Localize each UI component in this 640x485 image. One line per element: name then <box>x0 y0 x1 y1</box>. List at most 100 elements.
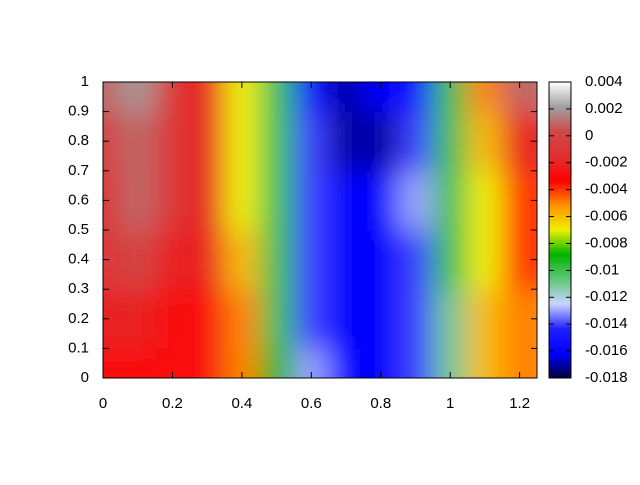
colorbar-tick-label: -0.016 <box>585 342 628 359</box>
heatmap-cell <box>120 82 156 113</box>
heatmap-cell <box>328 111 364 172</box>
y-tick-label: 0 <box>81 369 89 386</box>
heatmap-cell <box>224 348 260 378</box>
heatmap-cell <box>103 289 121 349</box>
y-tick-label: 0.5 <box>68 221 89 238</box>
y-tick-label: 0.8 <box>68 132 89 149</box>
heatmap-cell <box>293 170 330 231</box>
heatmap-cell <box>103 111 121 172</box>
heatmap-cell <box>189 289 226 349</box>
heatmap-cell <box>432 82 469 113</box>
heatmap-cell <box>259 111 295 172</box>
y-tick-label: 0.4 <box>68 251 89 268</box>
y-tick-label: 1 <box>81 73 89 90</box>
heatmap-cell <box>155 170 191 231</box>
heatmap-cell <box>432 230 469 290</box>
heatmap-cell <box>103 348 121 378</box>
heatmap-cell <box>224 111 260 172</box>
heatmap-cell <box>120 289 156 349</box>
heatmap-cell <box>328 289 364 349</box>
heatmap-cell <box>103 82 121 113</box>
heatmap-cell <box>467 289 503 349</box>
x-tick-label: 0.4 <box>231 395 252 412</box>
heatmap-cell <box>328 348 364 378</box>
heatmap-cell <box>120 111 156 172</box>
heatmap-cell <box>189 82 226 113</box>
y-tick-label: 0.3 <box>68 280 89 297</box>
heatmap-cell <box>155 289 191 349</box>
heatmap-cell <box>398 111 434 172</box>
heatmap-cell <box>224 289 260 349</box>
heatmap-cell <box>259 170 295 231</box>
heatmap-cell <box>189 111 226 172</box>
colorbar-tick-label: -0.012 <box>585 288 628 305</box>
heatmap-cell <box>467 82 503 113</box>
heatmap-cell <box>120 348 156 378</box>
heatmap-cell <box>398 170 434 231</box>
heatmap-cell <box>398 348 434 378</box>
x-tick-label: 1.2 <box>509 395 530 412</box>
heatmap-cell <box>259 82 295 113</box>
heatmap-cell <box>293 348 330 378</box>
heatmap-cell <box>363 111 399 172</box>
colorbar-tick-label: -0.014 <box>585 315 628 332</box>
heatmap-cell <box>398 230 434 290</box>
heatmap-cell <box>224 82 260 113</box>
x-tick-label: 0.2 <box>162 395 183 412</box>
y-tick-label: 0.6 <box>68 191 89 208</box>
y-tick-label: 0.9 <box>68 103 89 120</box>
heatmap-cell <box>293 82 330 113</box>
y-tick-label: 0.2 <box>68 310 89 327</box>
heatmap-cell <box>363 289 399 349</box>
heatmap-cell <box>467 230 503 290</box>
heatmap-cell <box>189 348 226 378</box>
colorbar-tick-label: -0.006 <box>585 208 628 225</box>
heatmap-cell <box>328 230 364 290</box>
heatmap-cell <box>398 289 434 349</box>
heatmap <box>103 82 537 378</box>
heatmap-cell <box>293 289 330 349</box>
heatmap-cell <box>259 289 295 349</box>
heatmap-cell <box>259 348 295 378</box>
x-tick-label: 0 <box>99 395 107 412</box>
colorbar-tick-label: 0.002 <box>585 100 623 117</box>
heatmap-cell <box>398 82 434 113</box>
heatmap-cell <box>224 230 260 290</box>
heatmap-cell <box>259 230 295 290</box>
x-tick-label: 1 <box>446 395 454 412</box>
heatmap-cell <box>189 170 226 231</box>
heatmap-cell <box>363 82 399 113</box>
y-tick-label: 0.1 <box>68 339 89 356</box>
heatmap-cell <box>293 230 330 290</box>
x-tick-label: 0.6 <box>301 395 322 412</box>
heatmap-cell <box>328 170 364 231</box>
colorbar <box>548 81 572 379</box>
heatmap-cell <box>189 230 226 290</box>
colorbar-tick-label: -0.018 <box>585 369 628 386</box>
heatmap-cell <box>467 111 503 172</box>
colorbar-tick-label: -0.01 <box>585 261 619 278</box>
heatmap-cell <box>155 230 191 290</box>
heatmap-cell <box>103 230 121 290</box>
x-tick-label: 0.8 <box>370 395 391 412</box>
heatmap-cell <box>293 111 330 172</box>
heatmap-cell <box>432 348 469 378</box>
heatmap-cell <box>363 230 399 290</box>
colorbar-tick-label: -0.004 <box>585 181 628 198</box>
heatmap-cell <box>432 289 469 349</box>
heatmap-cell <box>432 111 469 172</box>
heatmap-cell <box>155 111 191 172</box>
colorbar-tick-label: -0.002 <box>585 154 628 171</box>
heatmap-cell <box>363 170 399 231</box>
heatmap-cell <box>120 230 156 290</box>
colorbar-tick-label: 0 <box>585 127 593 144</box>
heatmap-cell <box>467 348 503 378</box>
heatmap-cell <box>432 170 469 231</box>
heatmap-cell <box>363 348 399 378</box>
heatmap-cell <box>328 82 364 113</box>
y-tick-label: 0.7 <box>68 162 89 179</box>
heatmap-cell <box>103 170 121 231</box>
colorbar-tick-label: -0.008 <box>585 234 628 251</box>
heatmap-cell <box>224 170 260 231</box>
